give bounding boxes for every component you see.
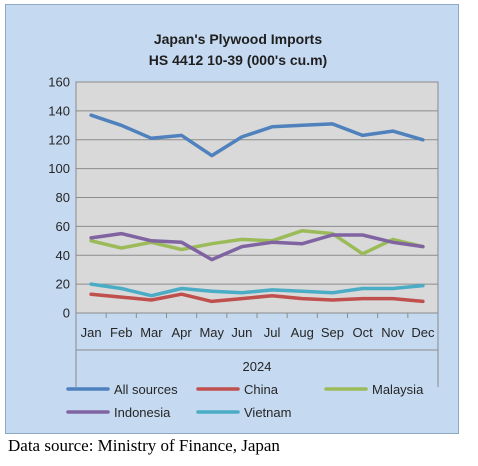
- series-line-indonesia: [89, 231, 425, 262]
- y-tick-label: 20: [56, 277, 70, 292]
- x-tick-label: Oct: [352, 325, 373, 340]
- x-tick-label: Jan: [81, 325, 102, 340]
- source-note: Data source: Ministry of Finance, Japan: [8, 436, 280, 455]
- legend-label-malaysia: Malaysia: [372, 382, 424, 397]
- chart-title-line-2: HS 4412 10-39 (000's cu.m): [149, 52, 327, 68]
- series-line-vietnam: [89, 282, 425, 298]
- legend-label-indonesia: Indonesia: [114, 405, 171, 420]
- legend-label-china: China: [244, 382, 279, 397]
- y-tick-label: 0: [63, 306, 70, 321]
- x-tick-label: Mar: [140, 325, 163, 340]
- series-line-china: [89, 292, 425, 304]
- y-tick-label: 100: [48, 161, 70, 176]
- y-tick-label: 160: [48, 75, 70, 90]
- series-line-all-sources: [89, 113, 425, 158]
- x-tick-label: Nov: [381, 325, 405, 340]
- x-tick-label: Apr: [171, 325, 192, 340]
- y-tick-label: 60: [56, 219, 70, 234]
- series-line-malaysia: [89, 228, 425, 256]
- chart-frame: Japan's Plywood Imports HS 4412 10-39 (0…: [5, 4, 459, 434]
- y-tick-label: 120: [48, 132, 70, 147]
- legend-label-all-sources: All sources: [114, 382, 178, 397]
- y-tick-label: 140: [48, 103, 70, 118]
- x-tick-label: Feb: [110, 325, 132, 340]
- x-tick-label: Dec: [411, 325, 435, 340]
- x-group-label: 2024: [243, 359, 272, 374]
- x-tick-label: Sep: [321, 325, 344, 340]
- x-tick-label: Jun: [231, 325, 252, 340]
- x-tick-label: Jul: [264, 325, 281, 340]
- y-tick-label: 80: [56, 190, 70, 205]
- x-tick-label: Aug: [291, 325, 314, 340]
- chart-title-line-1: Japan's Plywood Imports: [154, 31, 322, 47]
- line-chart: Japan's Plywood Imports HS 4412 10-39 (0…: [48, 31, 439, 420]
- y-tick-label: 40: [56, 248, 70, 263]
- x-tick-label: May: [199, 325, 224, 340]
- legend-label-vietnam: Vietnam: [244, 405, 291, 420]
